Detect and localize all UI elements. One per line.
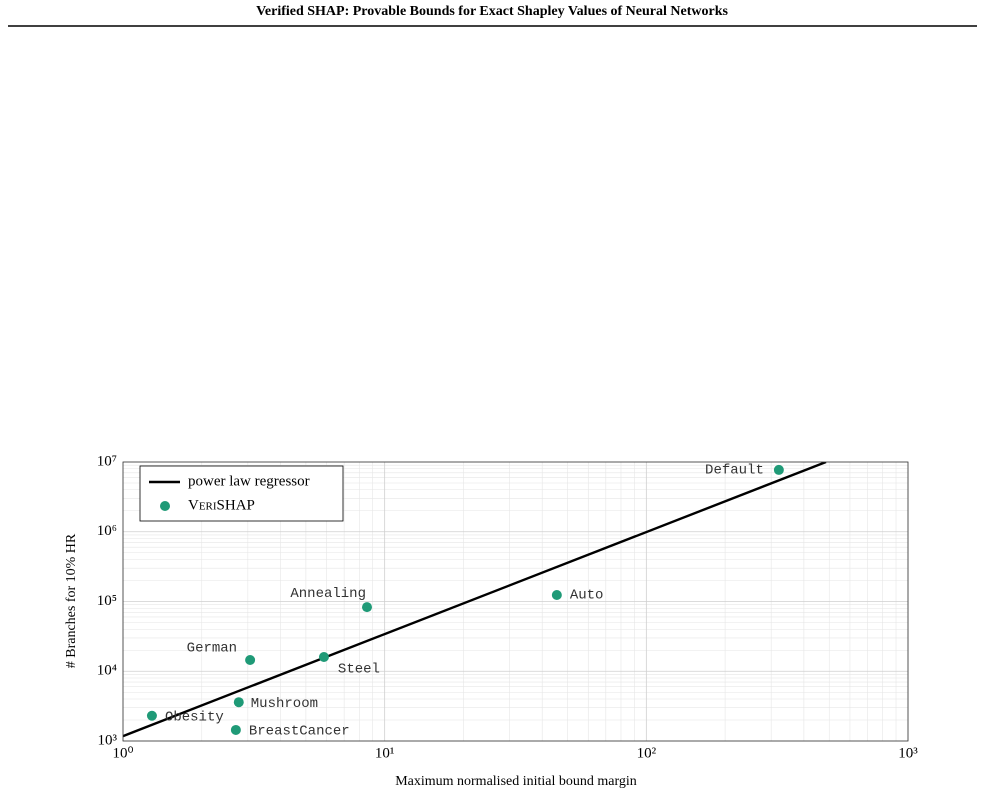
- x-tick-label: 10²: [637, 745, 657, 761]
- point-label: Mushroom: [251, 696, 318, 712]
- y-tick-label: 10⁷: [97, 453, 117, 469]
- x-axis-label: Maximum normalised initial bound margin: [395, 774, 637, 789]
- data-point: [146, 710, 157, 721]
- legend-label: VeriSHAP: [188, 497, 255, 513]
- data-point: [245, 654, 256, 665]
- x-tick-label: 10⁰: [112, 745, 133, 761]
- regression-line: [123, 462, 827, 738]
- data-point: [551, 589, 562, 600]
- y-axis-label: # Branches for 10% HR: [64, 533, 79, 668]
- y-tick-label: 10⁶: [97, 523, 117, 539]
- data-point: [773, 464, 784, 475]
- point-label: Steel: [338, 662, 380, 678]
- y-tick-label: 10⁵: [97, 593, 117, 609]
- data-point: [230, 724, 241, 735]
- plot-area: [123, 462, 827, 738]
- point-label: Obesity: [165, 709, 224, 725]
- data-point: [361, 602, 372, 613]
- x-tick-label: 10³: [898, 745, 918, 761]
- y-tick-label: 10³: [98, 732, 118, 748]
- point-label: Default: [705, 463, 764, 479]
- data-point: [318, 652, 329, 663]
- legend-box: [139, 465, 344, 522]
- point-label: BreastCancer: [249, 724, 350, 740]
- plot-frame: [122, 461, 909, 742]
- x-tick-label: 10¹: [375, 745, 395, 761]
- point-label: Annealing: [290, 586, 366, 602]
- data-point: [233, 697, 244, 708]
- legend-marker: [160, 501, 170, 511]
- running-header: Verified SHAP: Provable Bounds for Exact…: [256, 4, 728, 19]
- legend: power law regressor VeriSHAP: [139, 465, 344, 522]
- point-label: German: [187, 641, 237, 657]
- point-label: Auto: [570, 588, 604, 604]
- legend-label: power law regressor: [188, 473, 310, 489]
- y-tick-label: 10⁴: [97, 663, 117, 679]
